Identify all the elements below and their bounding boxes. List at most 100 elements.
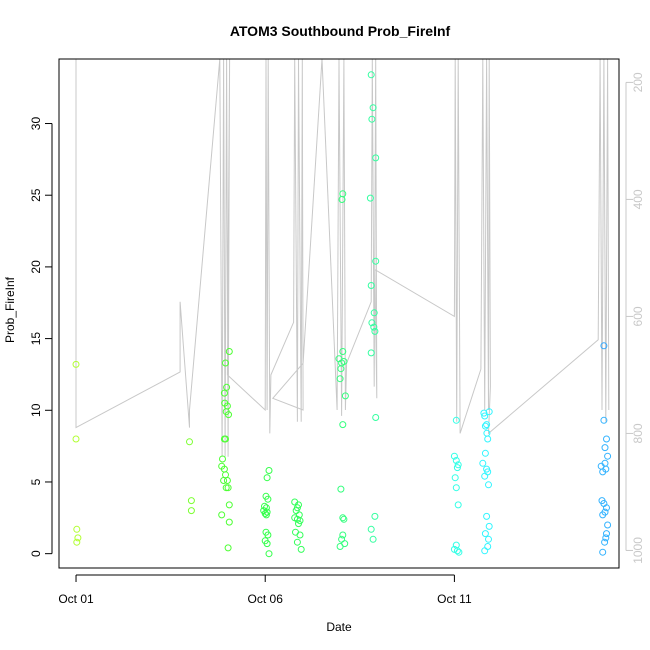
data-point xyxy=(261,502,268,510)
data-point xyxy=(339,348,347,355)
y2-tick-label: 400 xyxy=(631,189,645,209)
data-point xyxy=(72,435,80,443)
x-axis: Oct 01 Oct 06 Oct 11 xyxy=(58,574,472,606)
data-point xyxy=(297,545,305,553)
data-point xyxy=(372,257,380,265)
data-point xyxy=(603,435,610,443)
y-tick-label: 20 xyxy=(29,260,43,274)
data-point xyxy=(261,510,269,517)
data-point xyxy=(336,543,344,550)
data-point xyxy=(293,538,301,546)
data-point xyxy=(339,514,347,522)
data-point xyxy=(484,543,492,550)
x-tick-label: Oct 01 xyxy=(58,592,94,606)
data-point xyxy=(481,530,489,538)
data-point xyxy=(368,115,376,123)
data-point xyxy=(454,501,462,509)
data-point xyxy=(603,530,610,538)
data-point xyxy=(222,359,229,367)
data-point xyxy=(337,365,345,373)
data-point xyxy=(218,511,226,519)
data-point xyxy=(481,412,489,420)
data-point xyxy=(600,342,608,350)
data-point xyxy=(340,358,348,365)
data-point xyxy=(485,522,493,530)
data-point xyxy=(223,383,231,391)
data-point xyxy=(369,535,377,543)
y-axis: 0 5 10 15 20 25 30 xyxy=(29,117,53,557)
data-point xyxy=(225,348,233,355)
x-tick-label: Oct 11 xyxy=(437,592,472,606)
points-layer xyxy=(72,71,612,558)
data-point xyxy=(223,477,231,484)
data-point xyxy=(73,538,81,546)
data-point xyxy=(263,474,271,482)
profile-line xyxy=(75,58,610,457)
data-point xyxy=(602,465,610,473)
data-point xyxy=(225,501,233,509)
data-point xyxy=(452,457,460,464)
y-tick-label: 30 xyxy=(29,117,43,131)
data-point xyxy=(186,438,193,446)
data-point xyxy=(370,309,378,317)
data-point xyxy=(340,515,348,523)
data-point xyxy=(222,435,229,443)
data-point xyxy=(224,484,232,492)
data-point xyxy=(219,455,226,463)
profile-layer xyxy=(75,58,610,457)
data-point xyxy=(262,511,270,519)
data-point xyxy=(264,495,272,503)
data-point xyxy=(263,508,271,516)
data-point xyxy=(451,474,459,482)
data-point xyxy=(485,535,492,543)
data-point xyxy=(370,323,378,331)
data-point xyxy=(265,550,273,558)
data-point xyxy=(187,507,195,515)
data-point xyxy=(481,422,489,430)
data-point xyxy=(603,504,610,512)
data-point xyxy=(264,531,272,539)
data-point xyxy=(341,392,349,400)
data-point xyxy=(292,528,299,536)
data-point xyxy=(372,154,380,162)
data-point xyxy=(604,521,612,529)
y-axis-label: Prob_FireInf xyxy=(3,276,17,343)
data-point xyxy=(72,360,80,368)
plot-frame xyxy=(58,58,620,569)
data-point xyxy=(295,520,302,528)
x-axis-label: Date xyxy=(326,620,352,634)
data-point xyxy=(220,477,228,484)
y2-tick-label: 800 xyxy=(631,423,645,443)
data-point xyxy=(369,104,377,112)
data-point xyxy=(604,452,612,460)
data-point xyxy=(222,471,229,479)
y2-tick-label: 600 xyxy=(631,306,645,326)
data-point xyxy=(265,467,273,474)
data-point xyxy=(296,531,304,539)
data-point xyxy=(601,444,609,452)
y2-tick-label: 200 xyxy=(631,72,645,92)
y-tick-label: 25 xyxy=(29,188,43,202)
data-point xyxy=(599,511,607,519)
data-point xyxy=(600,416,608,424)
data-point xyxy=(339,531,347,539)
data-point xyxy=(367,282,375,289)
data-point xyxy=(599,548,607,556)
data-point xyxy=(367,71,375,79)
data-point xyxy=(372,414,380,421)
data-point xyxy=(224,544,232,552)
data-point xyxy=(481,547,489,555)
data-point xyxy=(602,534,610,542)
y2-tick-label: 1000 xyxy=(631,537,645,564)
data-point xyxy=(483,512,491,520)
y2-axis: 200 400 600 800 1000 xyxy=(625,72,645,564)
data-point xyxy=(455,548,463,556)
data-point xyxy=(74,534,82,542)
data-point xyxy=(367,349,375,357)
data-point xyxy=(336,375,344,383)
data-point xyxy=(453,464,461,472)
data-point xyxy=(453,547,461,555)
data-point xyxy=(339,421,347,429)
data-point xyxy=(371,327,379,335)
